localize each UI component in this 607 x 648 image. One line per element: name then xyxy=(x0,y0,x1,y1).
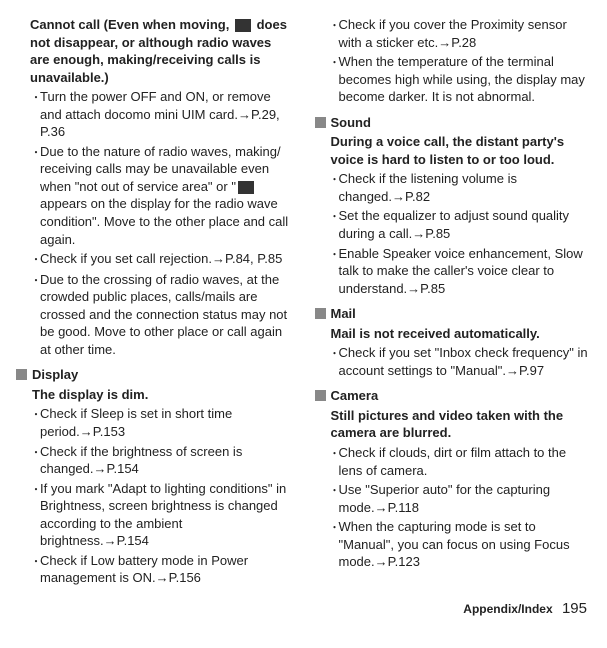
list-item: ･When the temperature of the terminal be… xyxy=(315,53,592,106)
bullet-text: When the capturing mode is set to "Manua… xyxy=(339,518,592,571)
section-title: Camera xyxy=(331,387,379,405)
cannot-call-heading: Cannot call (Even when moving, does not … xyxy=(16,16,293,86)
square-icon xyxy=(315,117,326,128)
bullet-text: Turn the power OFF and ON, or remove and… xyxy=(40,88,293,141)
bullet-text: Check if Sleep is set in short time peri… xyxy=(40,405,293,440)
bullet-dot: ･ xyxy=(32,144,40,162)
bullet-dot: ･ xyxy=(331,208,339,226)
bullet-dot: ･ xyxy=(331,445,339,463)
list-item: ･Turn the power OFF and ON, or remove an… xyxy=(16,88,293,141)
list-item: ･When the capturing mode is set to "Manu… xyxy=(315,518,592,571)
list-item: ･Check if clouds, dirt or film attach to… xyxy=(315,444,592,479)
bullet-dot: ･ xyxy=(331,519,339,537)
list-item: ･Check if you set "Inbox check frequency… xyxy=(315,344,592,379)
list-item: ･Check if the listening volume is change… xyxy=(315,170,592,205)
bullet-dot: ･ xyxy=(32,481,40,499)
bullet-text: Use "Superior auto" for the capturing mo… xyxy=(339,481,592,516)
bullet-text: Set the equalizer to adjust sound qualit… xyxy=(339,207,592,242)
bullet-dot: ･ xyxy=(331,345,339,363)
section-title: Mail xyxy=(331,305,356,323)
camera-section: Camera xyxy=(315,387,592,405)
bullet-dot: ･ xyxy=(32,272,40,290)
list-item: ･Check if Low battery mode in Power mana… xyxy=(16,552,293,587)
bullet-dot: ･ xyxy=(331,17,339,35)
section-title: Display xyxy=(32,366,78,384)
bullet-text: Check if the listening volume is changed… xyxy=(339,170,592,205)
bullet-dot: ･ xyxy=(331,246,339,264)
bullet-text: Check if you set "Inbox check frequency"… xyxy=(339,344,592,379)
sound-section: Sound xyxy=(315,114,592,132)
bullet-text: Check if the brightness of screen is cha… xyxy=(40,443,293,478)
bullet-text: Due to the crossing of radio waves, at t… xyxy=(40,271,293,359)
bullet-dot: ･ xyxy=(331,54,339,72)
bullet-text: Due to the nature of radio waves, making… xyxy=(40,143,293,248)
bullet-dot: ･ xyxy=(331,171,339,189)
list-item: ･If you mark "Adapt to lighting conditio… xyxy=(16,480,293,550)
list-item: ･Set the equalizer to adjust sound quali… xyxy=(315,207,592,242)
camera-subheading: Still pictures and video taken with the … xyxy=(315,407,592,442)
list-item: ･Check if you cover the Proximity sensor… xyxy=(315,16,592,51)
list-item: ･Due to the crossing of radio waves, at … xyxy=(16,271,293,359)
display-subheading: The display is dim. xyxy=(16,386,293,404)
section-title: Sound xyxy=(331,114,371,132)
bullet-text: Check if you set call rejection.→P.84, P… xyxy=(40,250,293,268)
bullet-dot: ･ xyxy=(331,482,339,500)
display-section: Display xyxy=(16,366,293,384)
list-item: ･Due to the nature of radio waves, makin… xyxy=(16,143,293,248)
page-number: 195 xyxy=(562,600,587,617)
bullet-text: When the temperature of the terminal bec… xyxy=(339,53,592,106)
footer-label: Appendix/Index xyxy=(463,602,552,616)
bullet-dot: ･ xyxy=(32,553,40,571)
bullet-text: Check if clouds, dirt or film attach to … xyxy=(339,444,592,479)
list-item: ･Check if the brightness of screen is ch… xyxy=(16,443,293,478)
mail-section: Mail xyxy=(315,305,592,323)
bullet-text: Check if Low battery mode in Power manag… xyxy=(40,552,293,587)
left-column: Cannot call (Even when moving, does not … xyxy=(16,16,293,589)
bullet-text: Enable Speaker voice enhancement, Slow t… xyxy=(339,245,592,298)
bullet-dot: ･ xyxy=(32,444,40,462)
square-icon xyxy=(16,369,27,380)
right-column: ･Check if you cover the Proximity sensor… xyxy=(315,16,592,589)
page-footer: Appendix/Index 195 xyxy=(16,599,591,619)
content-columns: Cannot call (Even when moving, does not … xyxy=(16,16,591,589)
square-icon xyxy=(315,308,326,319)
mail-subheading: Mail is not received automatically. xyxy=(315,325,592,343)
signal-icon xyxy=(235,19,251,32)
bullet-dot: ･ xyxy=(32,251,40,269)
bullet-text: If you mark "Adapt to lighting condition… xyxy=(40,480,293,550)
signal-icon xyxy=(238,181,254,194)
list-item: ･Check if Sleep is set in short time per… xyxy=(16,405,293,440)
list-item: ･Enable Speaker voice enhancement, Slow … xyxy=(315,245,592,298)
list-item: ･Use "Superior auto" for the capturing m… xyxy=(315,481,592,516)
list-item: ･Check if you set call rejection.→P.84, … xyxy=(16,250,293,269)
square-icon xyxy=(315,390,326,401)
sound-subheading: During a voice call, the distant party's… xyxy=(315,133,592,168)
bullet-dot: ･ xyxy=(32,89,40,107)
bullet-dot: ･ xyxy=(32,406,40,424)
bullet-text: Check if you cover the Proximity sensor … xyxy=(339,16,592,51)
